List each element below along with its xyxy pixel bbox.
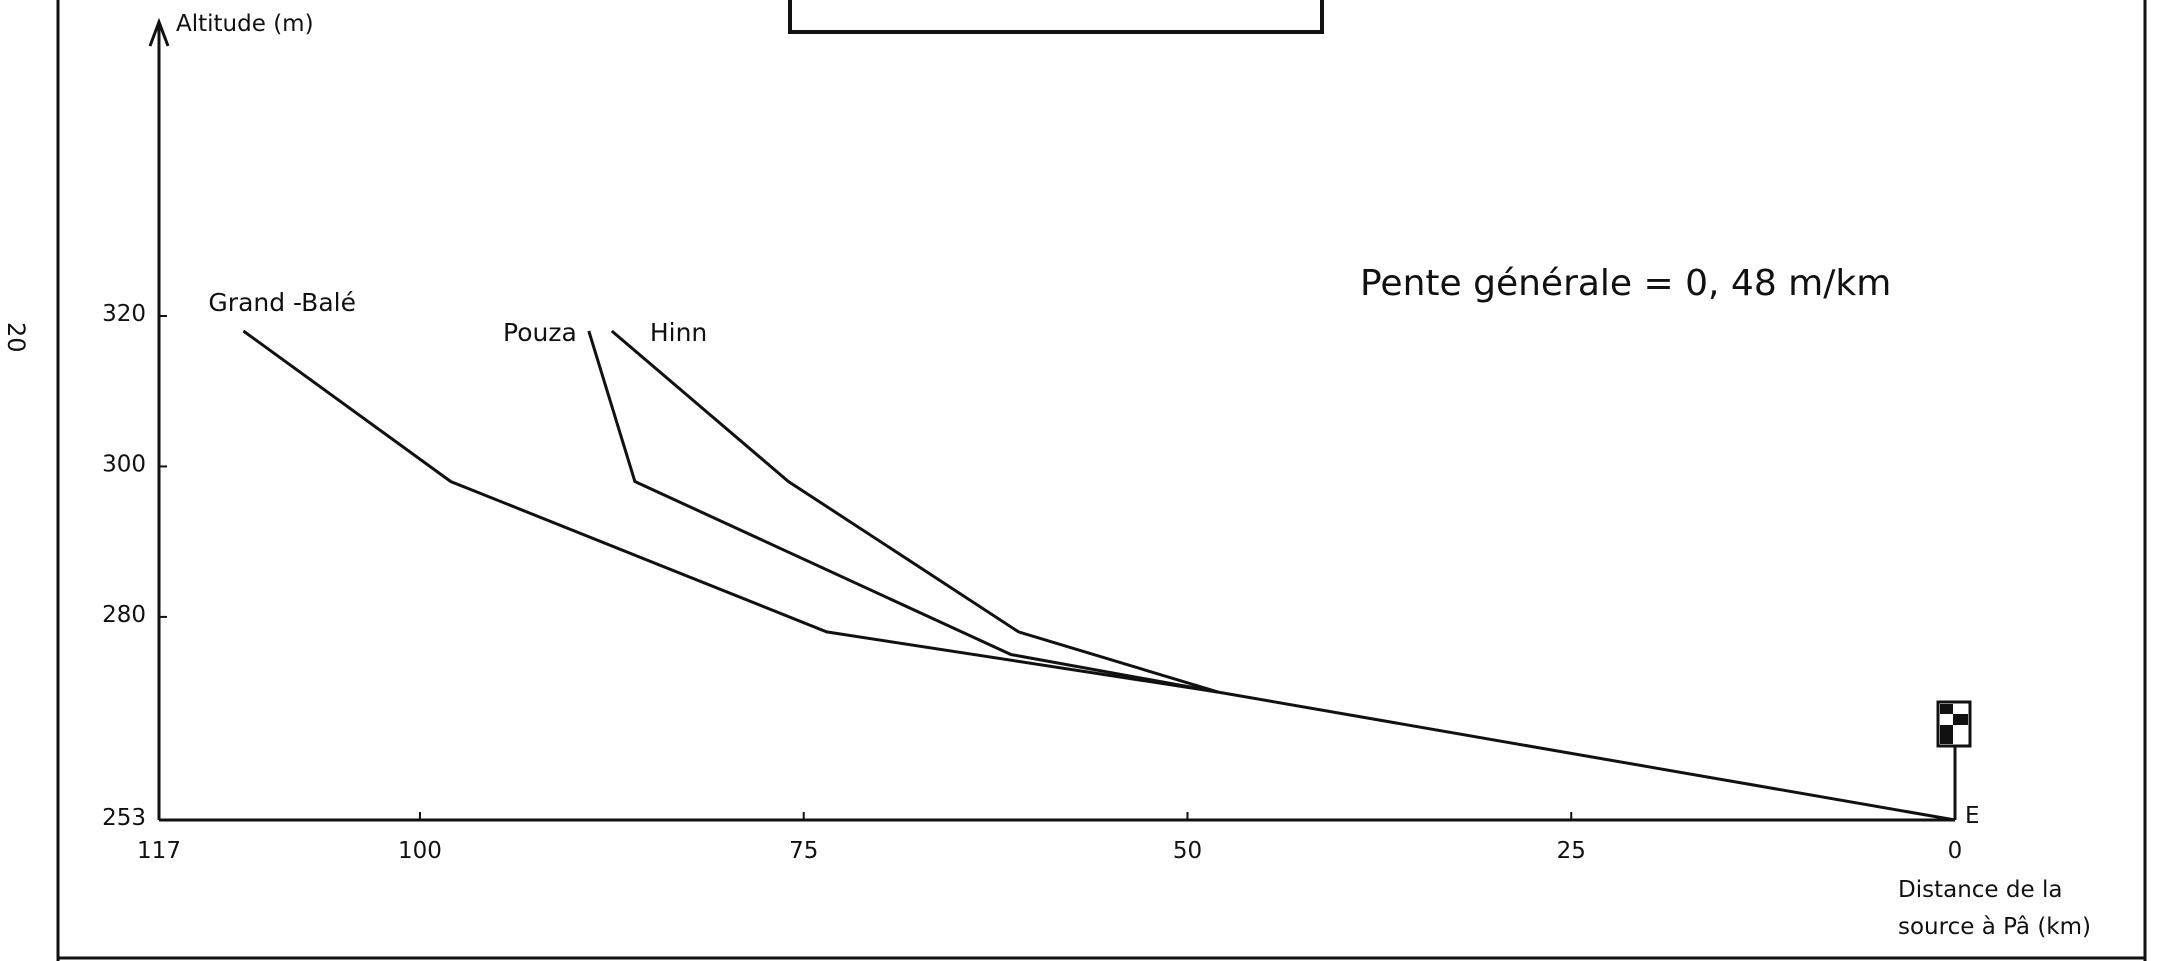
y-axis-title: Altitude (m): [176, 11, 314, 37]
x-tick-label: 0: [1948, 838, 1963, 864]
series-label: Grand -Balé: [208, 288, 356, 317]
slope-annotation: Pente générale = 0, 48 m/km: [1360, 263, 1891, 304]
x-tick-label: 117: [137, 838, 181, 864]
series-lines: [242, 329, 1956, 822]
outlet-marker-icon: [1936, 700, 1972, 748]
x-tick-label: 50: [1173, 838, 1202, 864]
y-tick-label: 320: [102, 301, 146, 327]
series-labels: Grand -Balé Pouza Hinn: [208, 288, 707, 347]
ticks: 117 100 75 50 25 0 320 300 280 253: [102, 301, 1962, 864]
axes: [148, 17, 1957, 822]
x-tick-label: 75: [789, 838, 818, 864]
x-axis-title-line-1: Distance de la: [1898, 877, 2062, 903]
x-tick-label: 100: [398, 838, 442, 864]
series-line: [587, 330, 1219, 694]
y-axis-arrow: [148, 17, 170, 47]
series-label: Pouza: [503, 318, 577, 347]
y-tick-label: 300: [102, 451, 146, 477]
series-line: [242, 329, 1956, 822]
x-axis-title-line-2: source à Pâ (km): [1898, 914, 2091, 940]
series-label: Hinn: [650, 318, 707, 347]
y-tick-label: 280: [102, 602, 146, 628]
x-tick-label: 25: [1557, 838, 1586, 864]
top-box-fragment: [788, 0, 1324, 34]
outlet-label: E: [1965, 803, 1980, 829]
series-line: [610, 329, 1219, 694]
page-number: 20: [2, 322, 30, 353]
y-tick-label: 253: [102, 805, 146, 831]
